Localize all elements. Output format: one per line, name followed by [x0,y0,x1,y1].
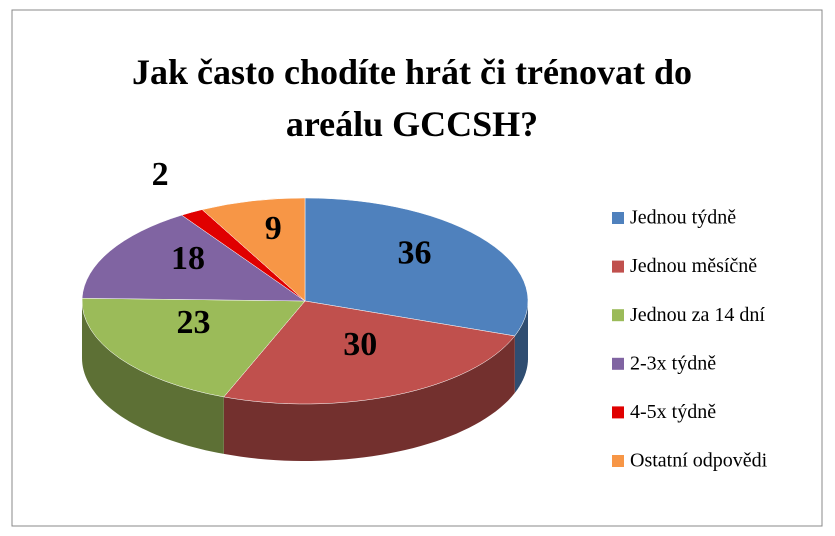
slice-side [223,335,515,461]
data-label: 36 [397,234,431,271]
slice [304,197,529,337]
slice [81,298,306,398]
legend-label: Jednou týdně [630,207,736,229]
legend-label: Jednou za 14 dní [630,304,765,326]
data-label: 18 [171,240,205,277]
slice [223,300,516,405]
legend-label: 4-5x týdně [630,401,716,423]
slice-side [82,301,224,454]
data-label: 9 [265,210,282,247]
legend-swatch [612,357,624,370]
data-label: 23 [177,304,211,341]
legend-swatch [612,406,624,419]
legend-swatch [612,212,624,224]
legend-swatch [612,455,624,467]
slice [81,214,306,302]
slice [201,197,306,302]
legend-label: Jednou měsíčně [630,255,757,277]
legend-label: 2-3x týdně [630,352,716,374]
data-label: 30 [343,326,377,363]
legend-swatch [612,309,624,322]
chart-title: Jak často chodíte hrát či trénovat do ar… [132,52,692,144]
slice-side [514,301,528,393]
data-label: 2 [152,156,169,193]
legend-label: Ostatní odpovědi [630,450,768,472]
legend-swatch [612,260,624,273]
